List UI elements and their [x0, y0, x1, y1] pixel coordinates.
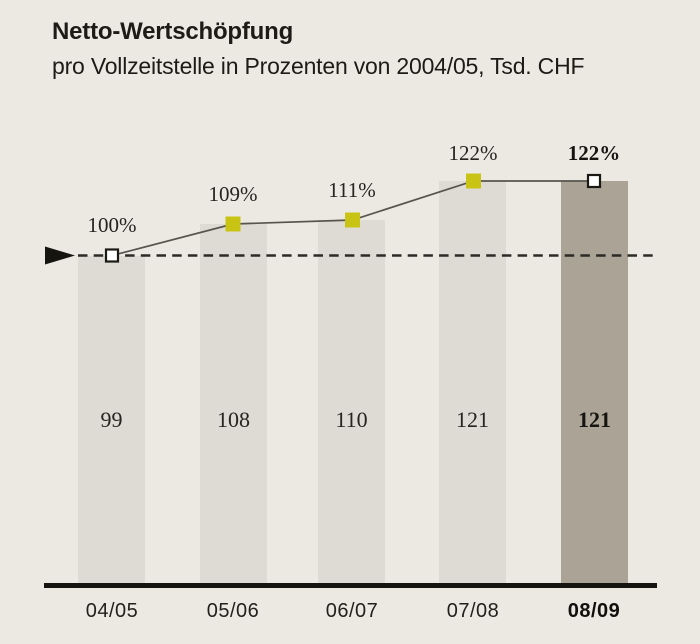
bar-07-08: 121	[439, 181, 506, 583]
percent-label-05-06: 109%	[208, 182, 258, 206]
bar-value-label-07-08: 121	[456, 407, 489, 432]
x-label-07-08: 07/08	[446, 600, 500, 622]
baseline-arrowhead-icon	[45, 246, 75, 265]
percent-label-08-09: 122%	[567, 141, 621, 165]
bar-08-09-highlighted: 121	[561, 181, 628, 583]
x-label-04-05: 04/05	[85, 600, 139, 622]
bar-06-07: 110	[318, 220, 385, 583]
percent-label-07-08: 122%	[448, 141, 498, 165]
percent-label-06-07: 111%	[328, 178, 376, 202]
x-axis-line	[44, 583, 657, 588]
bar-05-06: 108	[200, 224, 267, 583]
x-label-05-06: 05/06	[206, 600, 260, 622]
percent-label-04-05: 100%	[87, 213, 137, 237]
bar-value-label-05-06: 108	[217, 407, 250, 432]
chart-title: Netto-Wertschöpfung	[52, 18, 294, 45]
bar-value-label-08-09: 121	[578, 407, 611, 432]
bar-value-label-06-07: 110	[335, 407, 368, 432]
bar-04-05: 99	[78, 256, 145, 583]
x-label-06-07: 06/07	[325, 600, 379, 622]
bar-value-label-04-05: 99	[100, 407, 123, 432]
chart-subtitle: pro Vollzeitstelle in Prozenten von 2004…	[52, 53, 585, 79]
x-label-08-09: 08/09	[567, 600, 621, 622]
